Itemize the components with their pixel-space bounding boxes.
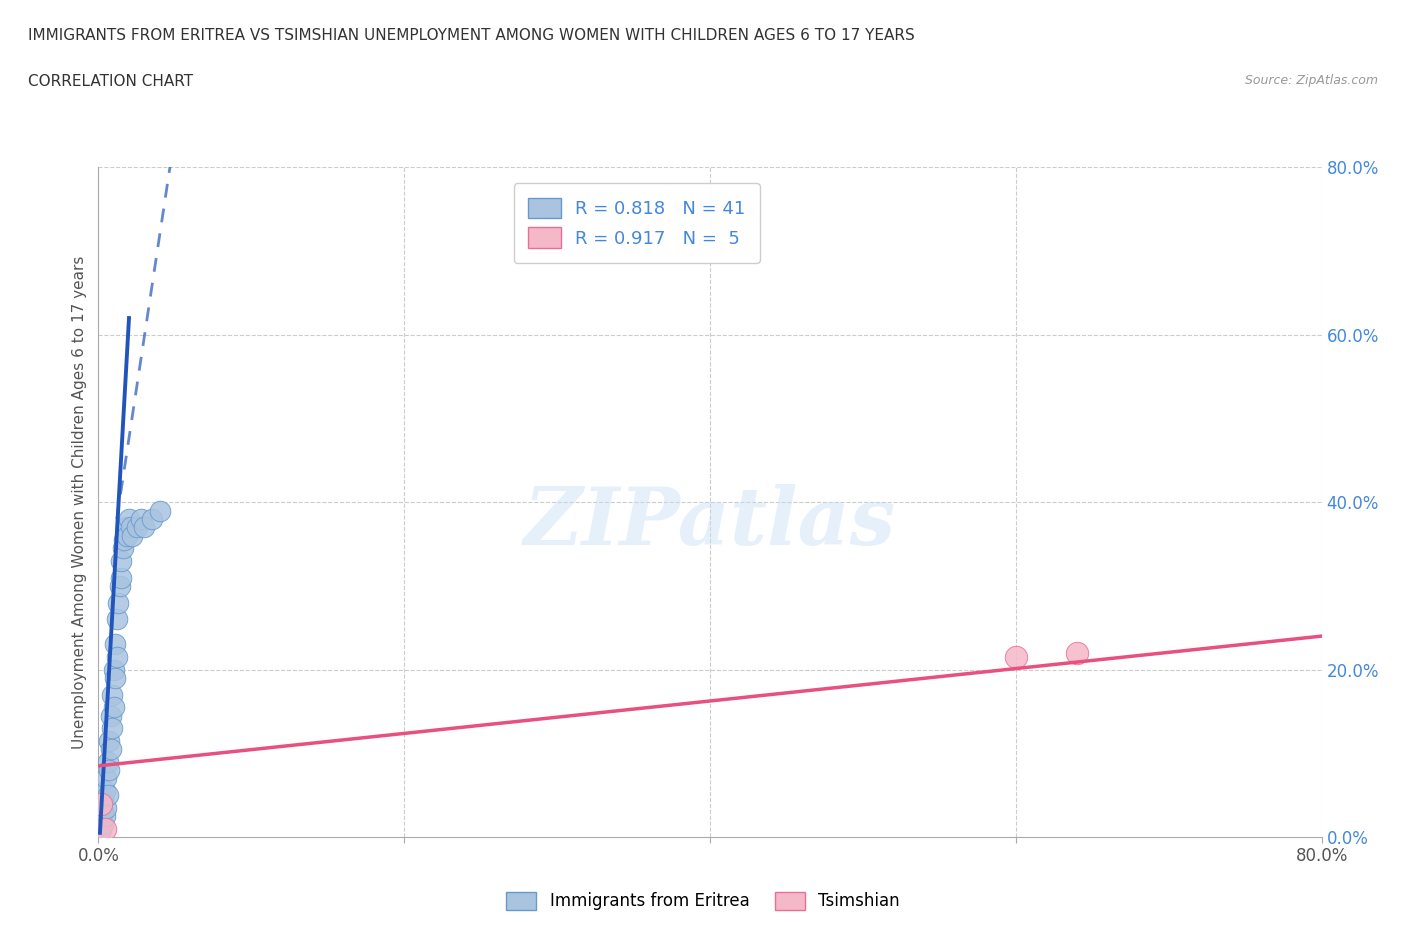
Point bbox=[98, 733, 121, 748]
Point bbox=[117, 528, 139, 543]
Point bbox=[105, 650, 128, 665]
Point bbox=[120, 520, 142, 535]
Point bbox=[104, 671, 127, 685]
Point bbox=[97, 754, 120, 769]
Point bbox=[97, 788, 120, 803]
Point bbox=[100, 742, 122, 757]
Y-axis label: Unemployment Among Women with Children Ages 6 to 17 years: Unemployment Among Women with Children A… bbox=[72, 256, 87, 749]
Point bbox=[141, 512, 163, 526]
Point bbox=[89, 817, 111, 832]
Text: IMMIGRANTS FROM ERITREA VS TSIMSHIAN UNEMPLOYMENT AMONG WOMEN WITH CHILDREN AGES: IMMIGRANTS FROM ERITREA VS TSIMSHIAN UNE… bbox=[28, 28, 915, 43]
Point bbox=[115, 520, 138, 535]
Point bbox=[94, 771, 117, 786]
Point bbox=[1066, 645, 1088, 660]
Point bbox=[91, 792, 114, 807]
Point bbox=[110, 570, 132, 585]
Point bbox=[163, 859, 186, 874]
Point bbox=[93, 809, 115, 824]
Point bbox=[90, 809, 112, 824]
Point bbox=[90, 821, 112, 836]
Point bbox=[129, 512, 152, 526]
Point bbox=[98, 763, 121, 777]
Point bbox=[112, 532, 135, 547]
Point bbox=[105, 612, 128, 627]
Point bbox=[118, 512, 141, 526]
Text: CORRELATION CHART: CORRELATION CHART bbox=[28, 74, 193, 89]
Legend: Immigrants from Eritrea, Tsimshian: Immigrants from Eritrea, Tsimshian bbox=[499, 885, 907, 917]
Point bbox=[121, 528, 143, 543]
Point bbox=[90, 796, 112, 811]
Point bbox=[91, 817, 114, 832]
Point bbox=[108, 578, 131, 593]
Text: ZIPatlas: ZIPatlas bbox=[524, 484, 896, 561]
Point bbox=[101, 721, 124, 736]
Point bbox=[93, 821, 115, 836]
Point bbox=[1004, 650, 1026, 665]
Point bbox=[91, 804, 114, 819]
Point bbox=[111, 541, 134, 556]
Point bbox=[103, 662, 125, 677]
Point bbox=[89, 826, 111, 841]
Point bbox=[100, 709, 122, 724]
Point bbox=[149, 503, 172, 518]
Point bbox=[104, 637, 127, 652]
Point bbox=[94, 800, 117, 815]
Point bbox=[103, 700, 125, 715]
Point bbox=[134, 520, 156, 535]
Point bbox=[101, 687, 124, 702]
Point bbox=[107, 595, 129, 610]
Text: Source: ZipAtlas.com: Source: ZipAtlas.com bbox=[1244, 74, 1378, 87]
Point bbox=[125, 520, 148, 535]
Point bbox=[110, 553, 132, 568]
Legend: R = 0.818   N = 41, R = 0.917   N =  5: R = 0.818 N = 41, R = 0.917 N = 5 bbox=[513, 183, 759, 263]
Point bbox=[93, 783, 115, 798]
